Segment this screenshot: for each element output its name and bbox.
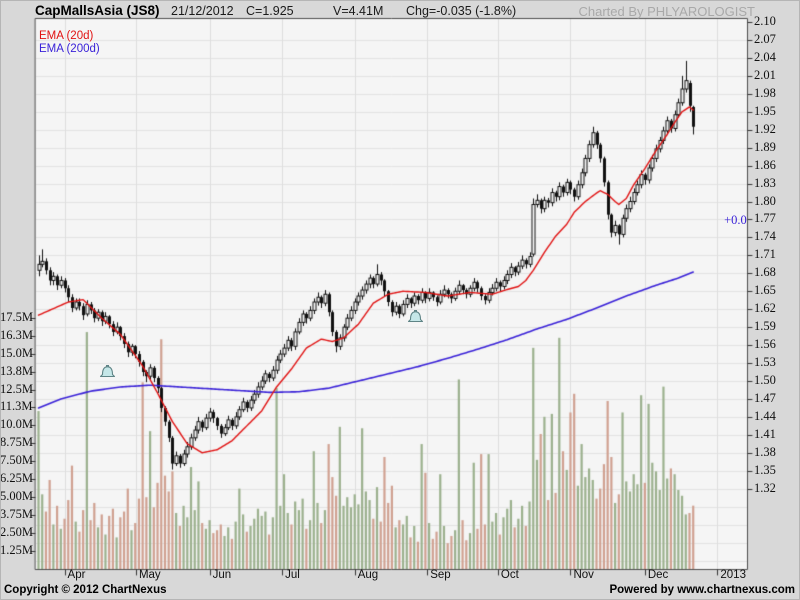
price-tick-label: 1.92	[754, 121, 776, 136]
price-tick-label: 1.83	[754, 175, 776, 190]
volume-tick-label: 6.25M	[0, 471, 33, 486]
volume-tick-label: 11.3M	[0, 399, 33, 414]
price-tick-label: 2.01	[754, 67, 776, 82]
price-tick-label: 2.07	[754, 31, 776, 46]
price-tick-label: 1.32	[754, 480, 776, 495]
month-label: May	[138, 569, 161, 581]
price-tick-label: 1.53	[754, 355, 776, 370]
price-tick-label: 1.65	[754, 283, 776, 298]
volume-tick-label: 3.75M	[0, 507, 33, 522]
price-tick-label: 1.59	[754, 319, 776, 334]
month-label: Oct	[500, 569, 519, 581]
volume-tick-label: 16.3M	[0, 327, 33, 342]
instrument-title: CapMallsAsia (JS8)	[35, 3, 160, 18]
volume-tick-label: 10.0M	[0, 417, 33, 432]
month-label: Jul	[285, 569, 300, 581]
quote-date: 21/12/2012	[171, 4, 234, 18]
price-tick-label: 1.47	[754, 390, 776, 405]
month-label: Sep	[430, 569, 451, 581]
volume-tick-label: 2.50M	[0, 525, 33, 540]
quote-volume: V=4.41M	[333, 4, 384, 18]
price-tick-label: 1.71	[754, 247, 776, 262]
legend-ema20: EMA (20d)	[39, 30, 94, 42]
volume-tick-label: 7.50M	[0, 453, 33, 468]
volume-tick-label: 13.8M	[0, 363, 33, 378]
volume-tick-label: 17.5M	[0, 309, 33, 324]
price-tick-label: 2.04	[754, 49, 776, 64]
price-tick-label: 1.35	[754, 462, 776, 477]
month-label: Nov	[573, 569, 594, 581]
charted-by-label: Charted By PHLYAROLOGIST	[578, 4, 755, 19]
alert-bell-icon[interactable]	[99, 364, 116, 379]
price-tick-label: 1.62	[754, 301, 776, 316]
month-label: Jun	[212, 569, 232, 581]
quote-change: Chg=-0.035 (-1.8%)	[406, 4, 517, 18]
month-label: 2013	[720, 569, 746, 581]
price-tick-label: 1.68	[754, 265, 776, 280]
price-tick-label: 1.86	[754, 157, 776, 172]
volume-tick-label: 5.00M	[0, 489, 33, 504]
price-tick-label: 1.50	[754, 373, 776, 387]
price-tick-label: 1.74	[754, 229, 776, 244]
price-tick-label: 1.80	[754, 193, 776, 208]
price-tick-label: 1.77	[754, 211, 776, 226]
volume-tick-label: 1.25M	[0, 543, 33, 558]
price-tick-label: 2.10	[754, 14, 776, 28]
price-tick-label: 1.44	[754, 408, 776, 423]
price-tick-label: 1.95	[754, 103, 776, 118]
volume-tick-label: 8.75M	[0, 435, 33, 450]
legend-ema200: EMA (200d)	[39, 43, 100, 55]
copyright-label: Copyright © 2012 ChartNexus	[4, 584, 167, 596]
volume-tick-label: 15.0M	[0, 345, 33, 360]
price-tick-label: 1.56	[754, 337, 776, 352]
month-label: Apr	[67, 569, 86, 581]
alert-bell-icon[interactable]	[407, 309, 424, 324]
price-annotation: +0.0	[724, 212, 747, 227]
quote-close: C=1.925	[246, 4, 294, 18]
powered-by-label: Powered by www.chartnexus.com	[609, 584, 795, 596]
month-label: Dec	[647, 569, 669, 581]
price-tick-label: 1.98	[754, 85, 776, 100]
volume-tick-label: 12.5M	[0, 381, 33, 396]
price-tick-label: 1.41	[754, 426, 776, 441]
price-tick-label: 1.89	[754, 139, 776, 154]
price-tick-label: 1.38	[754, 444, 776, 459]
month-label: Aug	[357, 569, 379, 581]
